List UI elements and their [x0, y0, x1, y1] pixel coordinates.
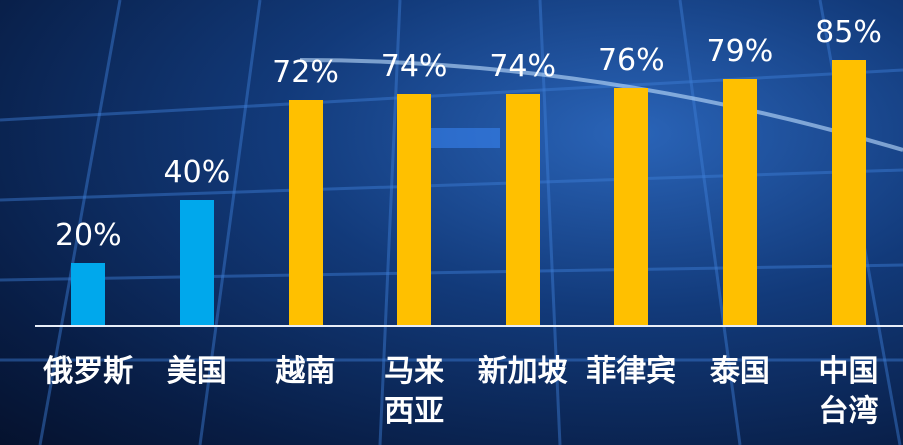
value-label: 74%	[489, 49, 557, 85]
bar	[722, 78, 757, 325]
x-tick-label: 中国台湾	[818, 354, 879, 429]
bar	[614, 87, 649, 325]
value-label: 85%	[815, 14, 882, 50]
value-label: 72%	[272, 55, 339, 91]
x-tick-label: 菲律宾	[586, 354, 677, 389]
baseline	[35, 325, 903, 327]
value-label: 40%	[163, 155, 231, 191]
x-tick-label: 越南	[275, 354, 336, 389]
bar	[179, 200, 214, 325]
value-label: 76%	[597, 42, 665, 78]
value-label: 79%	[706, 33, 774, 69]
bar	[397, 94, 432, 325]
value-label: 74%	[380, 49, 448, 85]
x-tick-label: 俄罗斯	[43, 354, 134, 389]
x-tick-label: 马来西亚	[384, 354, 445, 429]
x-tick-label: 美国	[166, 354, 227, 389]
bar	[505, 94, 540, 325]
x-tick-label: 泰国	[709, 354, 770, 389]
value-label: 20%	[54, 217, 122, 253]
x-tick-label: 新加坡	[477, 354, 568, 389]
bar	[288, 100, 323, 325]
bar	[71, 262, 106, 325]
bar	[831, 59, 866, 325]
